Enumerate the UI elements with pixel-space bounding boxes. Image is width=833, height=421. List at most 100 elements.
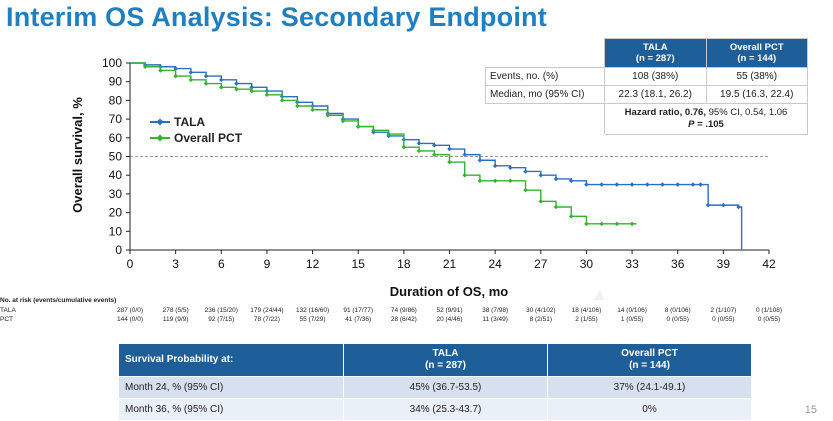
- y-tick-label: 30: [109, 187, 123, 201]
- censor-mark: [523, 187, 528, 193]
- sp-row-label: Month 24, % (95% CI): [118, 376, 344, 399]
- at-risk-cell: 55 (7/29): [299, 316, 326, 323]
- hr-row-median: Median, mo (95% CI) 22.3 (18.1, 26.2) 19…: [485, 85, 808, 104]
- sp-col-tala-n: (n = 287): [425, 360, 466, 371]
- censor-mark: [203, 81, 209, 86]
- hr-col-tala: TALA (n = 287): [604, 38, 707, 68]
- censor-mark: [173, 73, 178, 79]
- at-risk-cell: 41 (7/36): [345, 316, 372, 323]
- legend-marker: [156, 134, 164, 142]
- at-risk-cell: 18 (4/106): [571, 307, 602, 314]
- hr-col-pct-n: (n = 144): [737, 53, 777, 64]
- at-risk-cell: 92 (7/15): [208, 316, 235, 323]
- hr-row-tala: 22.3 (18.1, 26.2): [604, 85, 707, 104]
- censor-mark: [416, 148, 422, 154]
- sp-row-pct: 0%: [547, 398, 752, 421]
- x-tick-label: 39: [717, 257, 731, 271]
- sp-row-tala: 34% (25.3-43.7): [343, 398, 548, 421]
- sp-col-tala: TALA (n = 287): [343, 343, 548, 377]
- censor-mark: [219, 77, 224, 83]
- at-risk-cell: 30 (4/102): [525, 307, 556, 314]
- censor-mark: [614, 221, 620, 227]
- hazard-ratio-text: Hazard ratio, 0.76, 95% CI, 0.54, 1.06 P…: [604, 103, 808, 135]
- sp-col-pct: Overall PCT (n = 144): [547, 343, 752, 377]
- censor-mark: [492, 178, 498, 184]
- at-risk-cell: 2 (1/107): [710, 307, 737, 314]
- censor-mark: [698, 182, 703, 187]
- y-axis-label: Overall survival, %: [70, 97, 85, 213]
- censor-mark: [173, 66, 178, 71]
- y-tick-label: 80: [109, 93, 123, 107]
- hr-hazard-blank: [485, 103, 605, 135]
- y-tick-label: 40: [109, 168, 123, 182]
- censor-mark: [401, 144, 407, 150]
- x-tick-label: 9: [264, 257, 271, 271]
- y-tick-label: 10: [109, 224, 123, 238]
- x-tick-label: 18: [397, 257, 411, 271]
- censor-mark: [264, 92, 270, 98]
- at-risk-cell: 0 (1/108): [755, 307, 783, 314]
- at-risk-row-label: TALA: [0, 307, 16, 314]
- legend-marker: [156, 118, 164, 126]
- hazard-ratio-value: Hazard ratio, 0.76,: [624, 107, 706, 118]
- censor-mark: [249, 85, 254, 90]
- hr-row-pct: 19.5 (16.3, 22.4): [705, 85, 808, 104]
- censor-mark: [219, 85, 224, 90]
- hazard-ratio-table: TALA (n = 287) Overall PCT (n = 144) Event…: [485, 38, 808, 135]
- at-risk-cell: 0 (0/55): [666, 316, 689, 323]
- censor-mark: [705, 202, 711, 208]
- censor-mark: [234, 81, 239, 86]
- censor-mark: [614, 182, 620, 187]
- p-label: P: [688, 119, 695, 130]
- censor-mark: [599, 221, 604, 227]
- y-tick-label: 90: [109, 75, 123, 89]
- watermark-arrow: [593, 290, 605, 300]
- censor-mark: [629, 221, 635, 227]
- at-risk-cell: 28 (6/42): [390, 316, 417, 323]
- sp-row-month24: Month 24, % (95% CI) 45% (36.7-53.5) 37%…: [118, 376, 752, 399]
- at-risk-cell: 0 (0/55): [757, 316, 781, 323]
- sp-col-pct-n: (n = 144): [629, 360, 670, 371]
- at-risk-cell: 287 (0/0): [116, 307, 144, 314]
- at-risk-cell: 14 (0/106): [617, 307, 647, 314]
- sp-row-tala: 45% (36.7-53.5): [343, 376, 548, 399]
- x-tick-label: 6: [218, 257, 225, 271]
- at-risk-cell: 179 (24/44): [250, 307, 284, 314]
- censor-mark: [386, 131, 391, 137]
- km-chart: Overall survival, % Duration of OS, mo 0…: [70, 56, 776, 300]
- at-risk-cell: 236 (15/20): [204, 307, 238, 314]
- censor-mark: [416, 141, 422, 146]
- censor-mark: [584, 182, 589, 187]
- censor-mark: [477, 157, 483, 163]
- censor-mark: [477, 178, 483, 184]
- hazard-ratio-ci: 95% CI, 0.54, 1.06: [705, 107, 788, 118]
- at-risk-cell: 38 (7/98): [482, 307, 509, 314]
- legend: TALA Overall PCT: [150, 115, 243, 145]
- page-number: 15: [804, 404, 817, 416]
- page-title: Interim OS Analysis: Secondary Endpoint: [6, 2, 547, 32]
- at-risk-cell: 0 (0/55): [712, 316, 735, 323]
- censor-mark: [599, 182, 604, 187]
- at-risk-cell: 20 (4/46): [436, 316, 463, 323]
- x-axis-title: Duration of OS, mo: [390, 284, 509, 299]
- hr-row-tala: 108 (38%): [604, 67, 707, 86]
- censor-mark: [310, 107, 315, 113]
- series-line-pct: [130, 62, 637, 225]
- censor-mark: [538, 199, 544, 204]
- at-risk-row-label: PCT: [0, 316, 13, 323]
- at-risk-cell: 2 (1/55): [575, 316, 598, 323]
- censor-mark: [142, 64, 148, 70]
- x-tick-label: 42: [762, 257, 776, 271]
- censor-mark: [158, 68, 163, 73]
- at-risk-cell: 132 (16/60): [295, 307, 330, 314]
- censor-mark: [188, 77, 194, 83]
- x-tick-label: 36: [671, 257, 685, 271]
- y-tick-label: 50: [109, 150, 123, 164]
- x-tick-label: 15: [352, 257, 366, 271]
- hr-row-label: Median, mo (95% CI): [485, 85, 605, 104]
- hr-row-hazard: Hazard ratio, 0.76, 95% CI, 0.54, 1.06 P…: [485, 103, 808, 135]
- y-axis-title: Overall survival, %: [70, 97, 85, 213]
- at-risk-cell: 144 (0/0): [116, 316, 144, 323]
- censor-mark: [568, 214, 574, 219]
